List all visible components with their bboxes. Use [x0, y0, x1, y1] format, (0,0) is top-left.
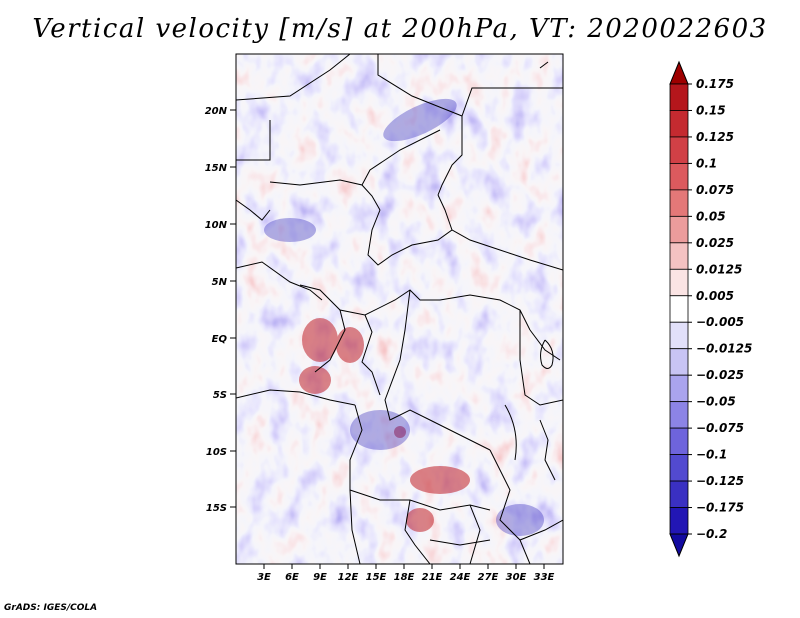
colorbar-label: 0.025: [696, 236, 734, 250]
lat-label: 20N: [205, 106, 228, 117]
grads-credit: GrADS: IGES/COLA: [4, 603, 98, 613]
lon-label: 15E: [366, 572, 387, 583]
colorbar-segment: [669, 189, 689, 217]
colorbar: [669, 60, 689, 558]
lon-label: 6E: [285, 572, 299, 583]
velocity-field: [236, 54, 563, 564]
colorbar-segment: [669, 374, 689, 403]
colorbar-label: 0.15: [696, 103, 726, 117]
lon-label: 18E: [394, 572, 415, 583]
colorbar-label: 0.05: [696, 209, 726, 223]
colorbar-label: 0.005: [696, 289, 734, 303]
colorbar-segment: [669, 242, 689, 270]
lon-label: 12E: [338, 572, 359, 583]
lon-label: 27E: [478, 572, 499, 583]
colorbar-label: 0.125: [696, 130, 734, 144]
colorbar-label: −0.125: [696, 474, 744, 488]
colorbar-segment: [669, 163, 689, 191]
colorbar-segment: [669, 480, 689, 508]
colorbar-segment: [669, 83, 689, 111]
colorbar-label: −0.0125: [696, 342, 752, 356]
colorbar-segment: [669, 268, 689, 297]
longitude-axis: [263, 564, 545, 569]
colorbar-labels: 0.175 0.15 0.125 0.1 0.075 0.05 0.025 0.0125 0.0…: [688, 77, 752, 541]
colorbar-label: −0.025: [696, 368, 744, 382]
colorbar-label: −0.005: [696, 315, 744, 329]
lat-label: 10S: [206, 447, 227, 458]
latitude-axis: [230, 109, 236, 508]
lat-label: 5S: [213, 390, 227, 401]
map-title: Vertical velocity [m/s] at 200hPa, VT: 2…: [32, 14, 768, 44]
colorbar-label: −0.075: [696, 421, 744, 435]
country-borders: [236, 54, 563, 564]
lat-label: 15S: [206, 503, 227, 514]
colorbar-segment: [669, 348, 689, 376]
colorbar-label: 0.175: [696, 77, 734, 91]
lon-label: 24E: [450, 572, 471, 583]
colorbar-segment: [669, 401, 689, 429]
colorbar-segment: [669, 295, 689, 323]
lat-label: 5N: [212, 277, 228, 288]
colorbar-label: 0.0125: [696, 262, 742, 276]
colorbar-label: −0.1: [696, 448, 727, 462]
lat-label: 10N: [205, 220, 228, 231]
colorbar-segment: [669, 215, 689, 244]
lon-label: 30E: [506, 572, 527, 583]
colorbar-top-arrow: [669, 60, 689, 85]
colorbar-segment: [669, 321, 689, 350]
colorbar-segment: [669, 110, 689, 138]
map-frame: [235, 53, 564, 565]
lon-label: 33E: [534, 572, 555, 583]
colorbar-bottom-arrow: [669, 533, 689, 558]
colorbar-segment: [669, 507, 689, 535]
colorbar-label: −0.05: [696, 395, 736, 409]
colorbar-label: 0.1: [696, 156, 717, 170]
lon-label: 3E: [257, 572, 271, 583]
lon-label: 21E: [422, 572, 443, 583]
colorbar-segment: [669, 454, 689, 482]
colorbar-segment: [669, 136, 689, 164]
lat-label: EQ: [212, 334, 228, 345]
lon-label: 9E: [313, 572, 327, 583]
colorbar-label: 0.075: [696, 183, 734, 197]
colorbar-segment: [669, 427, 689, 455]
colorbar-label: −0.175: [696, 501, 744, 515]
lat-label: 15N: [205, 163, 228, 174]
colorbar-label: −0.2: [696, 527, 727, 541]
